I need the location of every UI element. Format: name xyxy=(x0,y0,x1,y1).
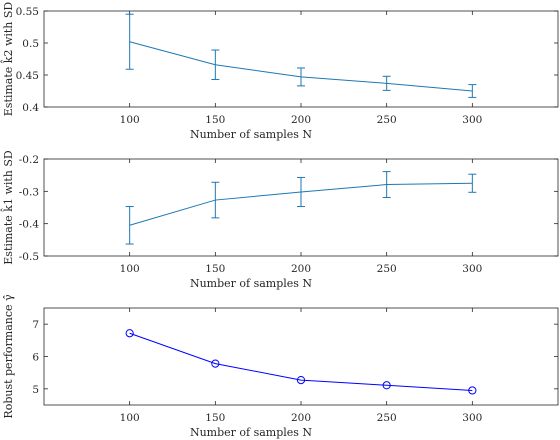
y-tick-label: -0.2 xyxy=(19,154,39,166)
data-point xyxy=(382,381,391,390)
y-tick-label: 0.45 xyxy=(16,70,39,82)
plot-area xyxy=(43,158,559,257)
y-tick-label: -0.3 xyxy=(19,186,39,198)
y-tick-label: 6 xyxy=(32,352,39,364)
y-tick-label: 7 xyxy=(32,319,39,331)
y-tick-label: -0.4 xyxy=(19,219,40,231)
x-tick-label: 100 xyxy=(120,263,140,275)
plot-area xyxy=(43,10,559,108)
x-tick-label: 250 xyxy=(377,114,397,126)
x-tick-label: 300 xyxy=(462,263,482,275)
y-tick-label: 5 xyxy=(32,384,39,396)
x-axis-label: Number of samples N xyxy=(190,128,312,141)
x-tick-label: 150 xyxy=(205,263,225,275)
data-point xyxy=(125,329,134,338)
x-tick-label: 250 xyxy=(377,263,397,275)
y-tick-label: 0.5 xyxy=(22,38,39,50)
x-tick-label: 250 xyxy=(377,412,397,424)
y-tick-label: 0.55 xyxy=(16,6,39,18)
x-tick-label: 200 xyxy=(291,412,311,424)
x-tick-label: 150 xyxy=(205,114,225,126)
y-axis-label: Estimate k̂2 with SD xyxy=(1,2,15,117)
subplot-1: 100 150 200 250 300 0.4 0.45 0.5 0.55 Number of s… xyxy=(1,2,559,141)
y-tick-label: 0.4 xyxy=(22,102,39,114)
x-tick-label: 300 xyxy=(462,412,482,424)
x-tick-label: 100 xyxy=(120,412,140,424)
y-tick-label: -0.5 xyxy=(19,251,39,263)
data-point xyxy=(296,376,306,385)
data-point xyxy=(211,359,220,368)
subplot-2: 100 150 200 250 300 -0.5 -0.4 -0.3 -0.2 Number of… xyxy=(1,150,559,290)
data-point xyxy=(468,386,477,395)
x-tick-label: 200 xyxy=(291,263,311,275)
x-tick-label: 150 xyxy=(205,412,225,424)
y-axis-label: Robust performance γ̂ xyxy=(2,294,15,419)
x-axis-label: Number of samples N xyxy=(190,426,312,439)
y-axis-label: Estimate k̂1 with SD xyxy=(1,150,15,265)
x-tick-label: 300 xyxy=(462,114,482,126)
subplot-3: 100 150 200 250 300 5 6 7 Number of samples N Rob… xyxy=(2,294,559,439)
x-axis-label: Number of samples N xyxy=(190,277,312,290)
series-line xyxy=(129,332,473,391)
plot-area xyxy=(43,307,559,406)
x-tick-label: 200 xyxy=(291,114,311,126)
x-tick-label: 100 xyxy=(120,114,140,126)
